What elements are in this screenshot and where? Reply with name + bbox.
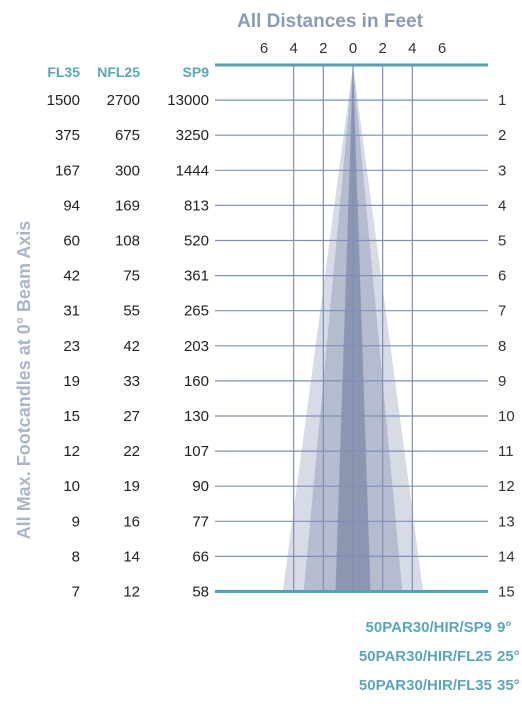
legend-angle: 9° [497,619,511,636]
value-cell: 58 [192,584,209,601]
value-cell: 300 [115,162,140,179]
value-cell: 8 [72,548,80,565]
x-tick-label: 2 [378,40,386,57]
legend: 50PAR30/HIR/SP9 9° 50PAR30/HIR/FL25 25° 50PA… [359,619,520,694]
value-cell: 265 [184,303,209,320]
value-cell: 75 [123,268,140,285]
value-cell: 16 [123,513,140,530]
value-cell: 66 [192,548,209,565]
value-cell: 15 [63,408,80,425]
column-header-fl35: FL35 [47,64,80,80]
distance-label: 6 [498,268,506,285]
value-cell: 169 [115,197,140,214]
value-cell: 160 [184,373,209,390]
x-tick-label: 2 [319,40,327,57]
distance-label: 15 [498,584,515,601]
column-header-sp9: SP9 [183,64,210,80]
value-cell: 60 [63,233,80,250]
distance-label: 5 [498,233,506,250]
value-cell: 375 [55,127,80,144]
distance-label: 4 [498,197,506,214]
value-cell: 361 [184,268,209,285]
value-cell: 108 [115,233,140,250]
x-tick-label: 4 [289,40,297,57]
value-cell: 7 [72,584,80,601]
distance-label: 2 [498,127,506,144]
legend-label: 50PAR30/HIR/FL35 [359,677,492,694]
value-cell: 19 [63,373,80,390]
value-cell: 23 [63,338,80,355]
value-cell: 27 [123,408,140,425]
value-cell: 19 [123,478,140,495]
value-cell: 77 [192,513,209,530]
grid [215,63,488,593]
x-tick-labels: 6 4 2 0 2 4 6 [260,40,446,57]
column-header-nfl25: NFL25 [97,64,140,80]
value-cell: 9 [72,513,80,530]
distance-label: 1 [498,92,506,109]
value-cell: 14 [123,548,140,565]
distance-label: 12 [498,478,515,495]
legend-label: 50PAR30/HIR/FL25 [359,648,492,665]
value-cell: 107 [184,443,209,460]
value-cell: 3250 [176,127,209,144]
distance-label: 3 [498,162,506,179]
value-cell: 12 [123,584,140,601]
value-cell: 22 [123,443,140,460]
value-cell: 10 [63,478,80,495]
value-cell: 520 [184,233,209,250]
column-headers: FL35 NFL25 SP9 [47,64,209,80]
x-tick-label: 6 [260,40,268,57]
distance-label: 9 [498,373,506,390]
value-cell: 130 [184,408,209,425]
legend-angle: 35° [497,677,520,694]
y-axis-label: All Max. Footcandles at 0° Beam Axis [14,221,34,540]
value-cell: 33 [123,373,140,390]
distance-label: 7 [498,303,506,320]
value-cell: 1444 [176,162,209,179]
distance-label: 11 [498,443,514,460]
distance-label: 14 [498,548,515,565]
distance-label: 8 [498,338,506,355]
x-tick-label: 0 [349,40,357,57]
value-cell: 90 [192,478,209,495]
legend-angle: 25° [497,648,520,665]
value-cell: 167 [55,162,80,179]
value-cell: 55 [123,303,140,320]
chart-title: All Distances in Feet [237,11,424,32]
value-cell: 1500 [47,92,80,109]
value-cell: 94 [63,197,80,214]
value-cell: 42 [123,338,140,355]
x-tick-label: 6 [438,40,446,57]
value-cell: 31 [63,303,80,320]
value-cell: 42 [63,268,80,285]
distance-label: 13 [498,513,515,530]
value-cell: 2700 [107,92,140,109]
value-cell: 203 [184,338,209,355]
distance-label: 10 [498,408,515,425]
legend-label: 50PAR30/HIR/SP9 [366,619,492,636]
value-cell: 12 [63,443,80,460]
value-cell: 13000 [167,92,209,109]
x-tick-label: 4 [408,40,416,57]
value-cell: 675 [115,127,140,144]
value-cell: 813 [184,197,209,214]
